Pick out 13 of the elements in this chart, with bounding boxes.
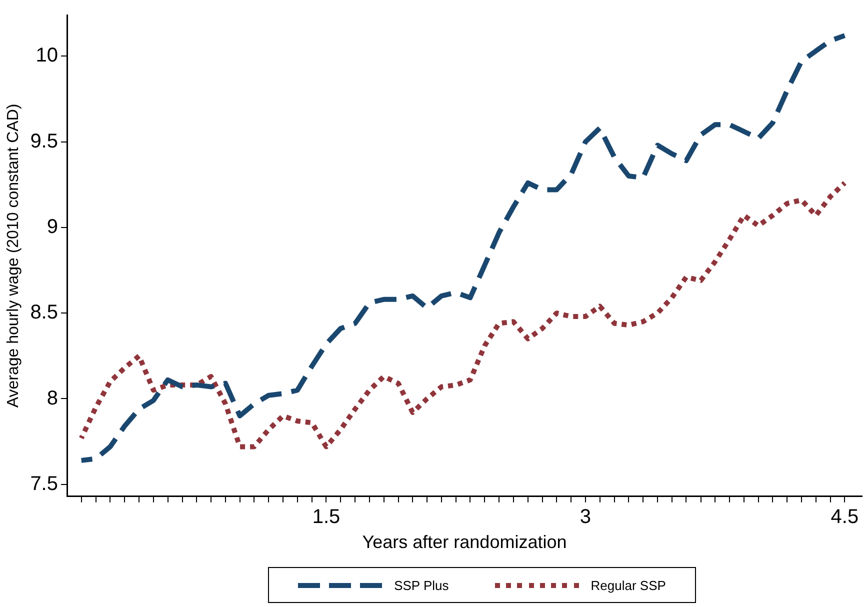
y-tick-label: 10 bbox=[36, 44, 58, 67]
y-tick-label: 9 bbox=[46, 216, 58, 238]
x-tick-label: 4.5 bbox=[830, 506, 859, 528]
x-tick-label: 3 bbox=[580, 506, 592, 528]
x-tick-label: 1.5 bbox=[312, 506, 340, 528]
y-tick-label: 8.5 bbox=[30, 302, 58, 324]
y-axis-title: Average hourly wage (2010 constant CAD) bbox=[5, 104, 22, 408]
y-tick-label: 7.5 bbox=[30, 472, 58, 495]
y-tick-label: 9.5 bbox=[30, 130, 58, 152]
y-tick-label: 8 bbox=[46, 387, 58, 410]
legend-label: Regular SSP bbox=[590, 578, 666, 592]
legend-label: SSP Plus bbox=[394, 578, 449, 592]
x-axis-title: Years after randomization bbox=[362, 532, 567, 552]
